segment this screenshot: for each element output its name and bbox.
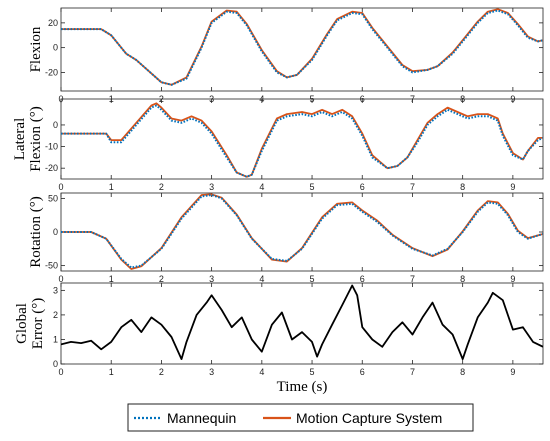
y-tick-label: 1 <box>53 334 58 344</box>
legend: Mannequin Motion Capture System <box>127 403 474 432</box>
y-axis-label-line: Flexion (°) <box>28 106 44 172</box>
x-tick-label: 6 <box>360 367 365 377</box>
legend-mocap-label: Motion Capture System <box>296 410 442 426</box>
y-tick-label: -20 <box>45 163 58 173</box>
series-motion-capture-system <box>61 8 543 86</box>
x-tick-label: 4 <box>259 367 264 377</box>
x-tick-label: 9 <box>510 367 515 377</box>
x-tick-label: 9 <box>510 274 515 284</box>
series-error <box>61 284 543 361</box>
x-tick-label: 8 <box>460 367 465 377</box>
legend-box <box>127 403 474 432</box>
y-tick-label: -10 <box>45 142 58 152</box>
axes-box <box>60 98 544 180</box>
x-tick-label: 0 <box>58 182 63 192</box>
x-tick-label: 1 <box>109 182 114 192</box>
x-tick-label: 3 <box>209 274 214 284</box>
x-tick-label: 0 <box>58 274 63 284</box>
x-tick-label: 7 <box>410 274 415 284</box>
axes-box <box>60 7 544 92</box>
panels: 0123456789200-20Flexion01234567890-10-20… <box>12 7 544 377</box>
y-axis-label-line: Flexion <box>28 26 44 72</box>
y-axis-label: GlobalError (°) <box>14 298 46 349</box>
x-tick-label: 5 <box>310 367 315 377</box>
axes-box <box>60 192 544 272</box>
x-tick-label: 1 <box>109 274 114 284</box>
x-tick-label: 4 <box>259 274 264 284</box>
x-tick-label: 3 <box>209 367 214 377</box>
y-axis-label-line: Lateral <box>12 118 28 160</box>
legend-mannequin-label: Mannequin <box>167 410 236 426</box>
x-tick-label: 7 <box>410 182 415 192</box>
y-axis-label: Rotation (°) <box>28 196 44 267</box>
x-tick-label: 0 <box>58 367 63 377</box>
y-tick-label: 2 <box>53 310 58 320</box>
x-tick-label: 6 <box>360 274 365 284</box>
series-mannequin <box>61 194 543 269</box>
x-tick-label: 2 <box>159 274 164 284</box>
y-axis-label: LateralFlexion (°) <box>12 106 44 172</box>
series-motion-capture-system <box>61 193 543 270</box>
y-tick-label: 0 <box>53 227 58 237</box>
y-tick-label: 0 <box>53 43 58 53</box>
axes-box <box>60 282 544 365</box>
x-tick-label: 4 <box>259 182 264 192</box>
x-tick-label: 8 <box>460 182 465 192</box>
x-tick-label: 2 <box>159 367 164 377</box>
x-tick-label: 1 <box>109 367 114 377</box>
series-mannequin <box>61 104 543 178</box>
y-axis-label-line: Rotation (°) <box>28 196 44 267</box>
y-axis-label-line: Global <box>14 303 30 344</box>
y-tick-label: -50 <box>45 261 58 271</box>
x-tick-label: 6 <box>360 182 365 192</box>
panel-4: 0 1 2 3 4 5 6 7 8 9 3 2 1 0 GlobalError (°) <box>14 282 544 377</box>
y-tick-label: 50 <box>48 193 58 203</box>
series-motion-capture-system <box>61 102 543 178</box>
x-tick-label: 8 <box>460 274 465 284</box>
y-tick-label: 0 <box>53 359 58 369</box>
x-tick-label: 9 <box>510 182 515 192</box>
x-tick-label: 3 <box>209 182 214 192</box>
x-tick-label: 5 <box>310 182 315 192</box>
y-axis-label-line: Error (°) <box>30 298 46 349</box>
series-mannequin <box>61 9 543 86</box>
x-tick-label: 5 <box>310 274 315 284</box>
x-tick-label: 7 <box>410 367 415 377</box>
x-axis-label: Time (s) <box>277 379 328 395</box>
x-tick-label: 2 <box>159 182 164 192</box>
y-axis-label: Flexion <box>28 26 44 72</box>
y-tick-label: -20 <box>45 67 58 77</box>
y-tick-label: 0 <box>53 120 58 130</box>
y-tick-label: 3 <box>53 285 58 295</box>
y-tick-label: 20 <box>48 18 58 28</box>
